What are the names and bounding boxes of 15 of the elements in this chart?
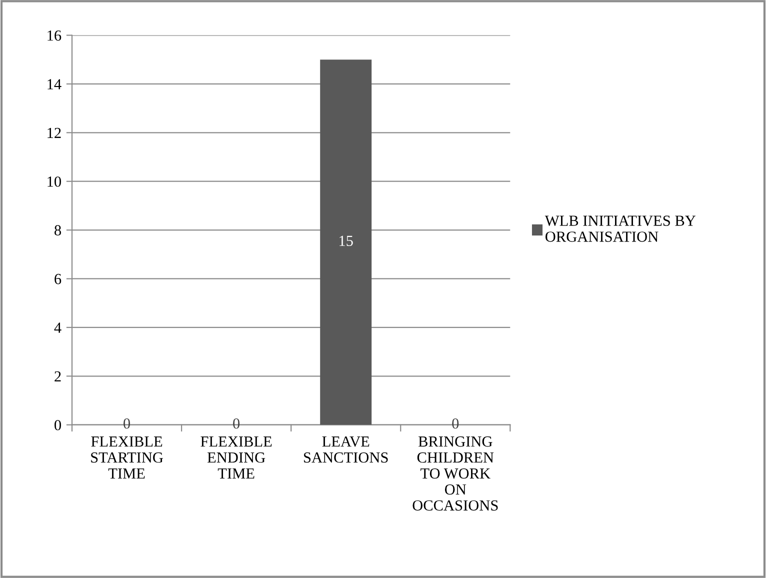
y-tick-label: 6	[54, 274, 62, 284]
y-tick-label: 12	[48, 128, 61, 138]
y-tick-label: 14	[48, 79, 62, 90]
y-tick-label: 10	[48, 176, 62, 187]
x-tick-label: LEAVE SANCTIONS	[304, 436, 388, 463]
y-tick-label: 4	[54, 322, 62, 333]
legend-label: WLB INITIATIVES BY ORGANISATION	[544, 216, 696, 242]
x-tick-label: FLEXIBLE ENDING TIME	[200, 436, 272, 478]
y-tick-label: 0	[54, 420, 62, 430]
y-tick-label: 2	[54, 371, 61, 382]
data-label: 15	[340, 236, 353, 246]
y-tick-label: 8	[54, 225, 62, 236]
x-tick-label: FLEXIBLE STARTING TIME	[91, 436, 163, 478]
x-tick-label: BRINGING CHILDREN TO WORK ON OCCASIONS	[412, 436, 498, 511]
y-tick-label: 16	[48, 30, 62, 41]
